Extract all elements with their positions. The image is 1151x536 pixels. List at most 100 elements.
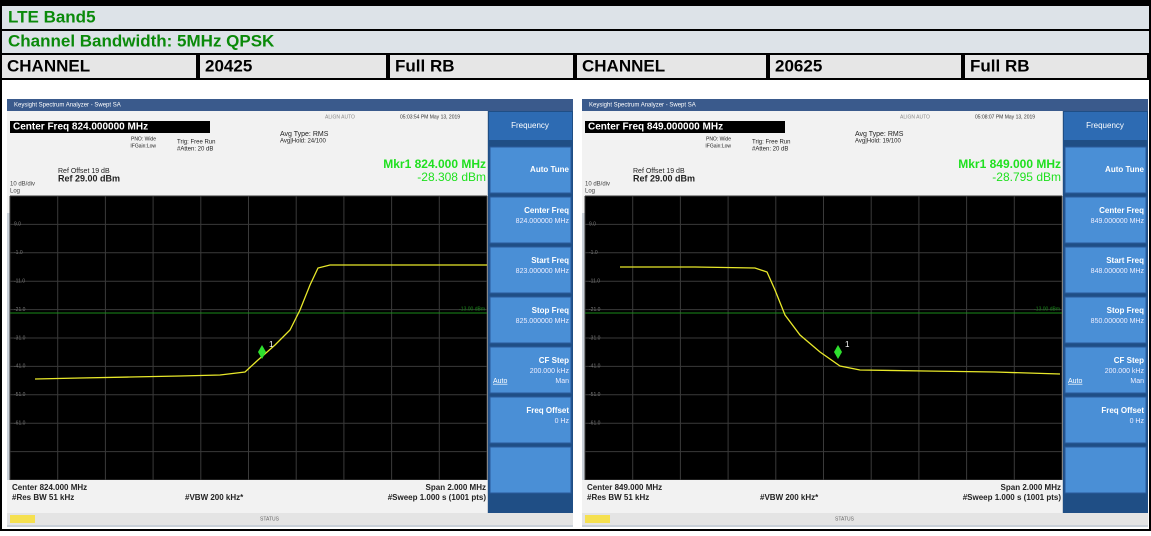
softkey-man: Man [555, 378, 569, 385]
marker-freq: Mkr1 849.000 MHz [958, 157, 1061, 171]
softkey-title: Frequency [511, 121, 549, 130]
limit-label: -13.00 dBm [459, 306, 485, 312]
softkey[interactable] [489, 146, 572, 194]
band-title: LTE Band5 [8, 7, 96, 26]
y-label: -11.0 [589, 279, 600, 285]
softkey[interactable] [1064, 346, 1147, 394]
softkey-title: Frequency [1086, 121, 1124, 130]
softkey-value: 849.000000 MHz [1091, 218, 1145, 225]
softkey[interactable] [489, 296, 572, 344]
softkey-value: 200.000 kHz [530, 368, 570, 375]
row-band [2, 6, 1149, 29]
log: Log [10, 189, 20, 195]
softkey-value: 848.000000 MHz [1091, 268, 1145, 275]
y-label: -1.0 [589, 250, 598, 256]
cell-text: CHANNEL [582, 56, 665, 75]
softkey-title-bg [1064, 112, 1147, 140]
trig: Trig: Free Run [752, 140, 790, 146]
y-label: -31.0 [14, 335, 26, 341]
center: Center 824.000 MHz [12, 483, 87, 492]
vbw: #VBW 200 kHz* [185, 493, 244, 502]
sweep: #Sweep 1.000 s (1001 pts) [388, 493, 487, 502]
center-box [585, 121, 785, 133]
y-label: -41.0 [14, 364, 26, 370]
softkey[interactable] [1064, 446, 1147, 494]
trace [620, 266, 1061, 375]
y-label: 9.0 [589, 222, 596, 228]
pno: PNO: Wide [706, 136, 731, 142]
softkey[interactable] [489, 246, 572, 294]
cell [965, 55, 1147, 78]
avg-hold: Avg|Hold: 24/100 [280, 139, 326, 145]
softkey-label: Freq Offset [526, 406, 569, 415]
softkey[interactable] [1064, 246, 1147, 294]
softkey[interactable] [1064, 396, 1147, 444]
ifgain: IFGain:Low [130, 143, 156, 149]
softkey[interactable] [489, 196, 572, 244]
softkey[interactable] [489, 346, 572, 394]
softkey-title-bg [489, 112, 572, 140]
sweep: #Sweep 1.000 s (1001 pts) [963, 493, 1062, 502]
align: ALIGN AUTO [325, 114, 355, 120]
cell [390, 55, 573, 78]
softkey-value: 0 Hz [555, 418, 570, 425]
cell [770, 55, 961, 78]
softkey-label: Freq Offset [1101, 406, 1144, 415]
cell-text: CHANNEL [7, 56, 90, 75]
softkey[interactable] [1064, 296, 1147, 344]
status: STATUS [835, 516, 855, 522]
softkey-label: CF Step [1114, 356, 1144, 365]
ref-offset: Ref Offset 19 dB [58, 168, 110, 175]
rbw: #Res BW 51 kHz [587, 493, 649, 502]
pno: PNO: Wide [131, 136, 156, 142]
ref-offset: Ref Offset 19 dB [633, 168, 685, 175]
center-freq-title: Center Freq 824.000000 MHz [13, 122, 148, 133]
softkey[interactable] [1064, 196, 1147, 244]
ref-level: Ref 29.00 dBm [633, 173, 695, 183]
softkey-man: Man [1130, 378, 1144, 385]
bottom-info [7, 480, 487, 513]
span: Span 2.000 MHz [426, 483, 486, 492]
softkey-label: Start Freq [531, 256, 569, 265]
cell-text: Full RB [395, 56, 455, 75]
marker-id: 1 [269, 340, 274, 349]
avg-hold: Avg|Hold: 19/100 [855, 139, 901, 145]
softkey[interactable] [489, 446, 572, 494]
y-label: -21.0 [589, 307, 601, 313]
status-msg [10, 515, 35, 523]
trace [34, 264, 487, 380]
softkey[interactable] [489, 396, 572, 444]
status-msg [585, 515, 610, 523]
softkey-value: 0 Hz [1130, 418, 1145, 425]
y-label: 9.0 [14, 222, 21, 228]
title-bar [7, 99, 573, 111]
ifgain: IFGain:Low [705, 143, 731, 149]
log: Log [585, 189, 595, 195]
softkey-value: 824.000000 MHz [516, 218, 570, 225]
y-label: -51.0 [589, 392, 601, 398]
rbw: #Res BW 51 kHz [12, 493, 74, 502]
marker-id: 1 [845, 340, 850, 349]
softkey-label: Stop Freq [532, 306, 569, 315]
bandwidth-title: Channel Bandwidth: 5MHz QPSK [8, 31, 275, 50]
y-label: -11.0 [14, 279, 25, 285]
center-box [10, 121, 210, 133]
softkey-value: 850.000000 MHz [1091, 318, 1145, 325]
y-label: -1.0 [14, 250, 23, 256]
softkey-label: Auto Tune [530, 165, 570, 174]
avg-type: Avg Type: RMS [855, 131, 904, 138]
marker [258, 345, 266, 359]
softkey[interactable] [1064, 146, 1147, 194]
y-label: -61.0 [589, 421, 601, 427]
cell-text: Full RB [970, 56, 1030, 75]
softkey-label: Center Freq [1099, 206, 1144, 215]
marker [834, 345, 842, 359]
softkey-auto: Auto [493, 378, 508, 385]
center-freq-title: Center Freq 849.000000 MHz [588, 122, 723, 133]
softkey-label: Auto Tune [1105, 165, 1145, 174]
avg-type: Avg Type: RMS [280, 131, 329, 138]
softkey-label: Stop Freq [1107, 306, 1144, 315]
align: ALIGN AUTO [900, 114, 930, 120]
